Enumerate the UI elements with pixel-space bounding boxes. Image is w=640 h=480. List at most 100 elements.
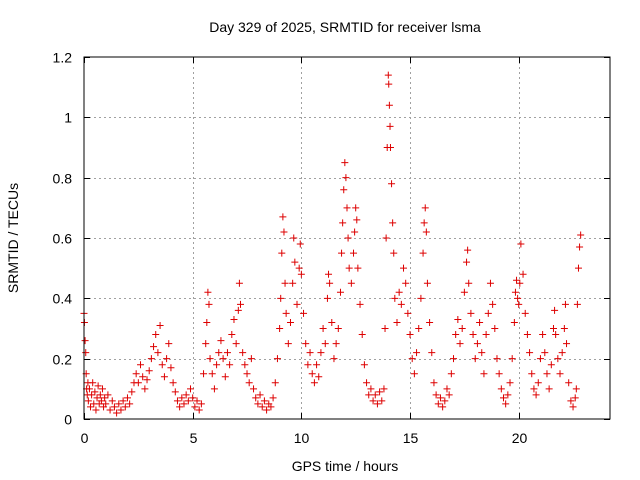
data-point [388,180,396,188]
data-point [516,279,524,287]
data-point [342,174,350,182]
data-point [326,279,334,287]
data-point [167,364,175,372]
data-point [254,400,262,408]
data-point [210,385,218,393]
data-point [321,340,329,348]
data-point [381,325,389,332]
data-point [415,325,423,332]
data-point [547,361,555,369]
data-point [419,249,427,257]
data-point [436,394,444,402]
x-tick-label: 0 [81,430,89,446]
data-point [536,355,544,363]
data-point [389,219,397,227]
data-point [413,349,421,357]
data-point [330,355,338,363]
data-point [241,361,249,369]
data-point [228,331,236,339]
data-point [319,325,327,332]
data-point [85,385,93,393]
data-point [378,397,386,405]
data-point [273,355,281,363]
data-point [353,216,361,224]
data-point [463,258,471,266]
data-point [385,80,393,88]
data-point [441,397,449,405]
data-point [493,355,501,363]
data-point [101,394,109,402]
data-point [291,258,299,266]
data-point [247,355,255,363]
data-point [514,294,522,302]
data-point [513,276,521,284]
data-point [532,391,540,399]
data-point [486,279,494,287]
data-point [81,337,89,345]
data-point [236,300,244,308]
data-point [354,264,362,272]
data-point [563,340,571,348]
data-point [91,388,99,396]
data-point [385,101,393,109]
y-tick-label: 0 [64,412,72,428]
data-point [523,331,531,339]
data-point [334,325,342,332]
data-point [351,228,359,236]
data-point [484,309,492,317]
data-point [139,373,147,381]
data-point [456,340,464,348]
data-point [452,331,460,339]
data-point [217,337,225,345]
data-point [352,204,360,212]
data-point [363,379,371,387]
data-point [205,300,213,308]
data-point [256,391,264,399]
data-point [163,355,171,363]
data-point [104,391,112,399]
data-point [208,370,216,378]
data-point [458,325,466,332]
data-point [89,379,97,387]
data-point [344,234,352,242]
data-point [223,349,231,357]
data-point [293,300,301,308]
data-point [541,349,549,357]
data-point [128,388,136,396]
data-point [561,300,569,308]
data-point [521,309,529,317]
data-point [290,234,298,242]
data-point [417,294,425,302]
data-point [178,394,186,402]
data-point [230,315,238,323]
data-point [343,204,351,212]
data-point [434,400,442,408]
data-point [543,370,551,378]
data-point [156,321,164,329]
data-point [325,270,333,278]
data-point [182,391,190,399]
data-point [469,331,477,339]
data-point [200,370,208,378]
data-point [460,288,468,296]
data-point [180,400,188,408]
y-tick-label: 0.4 [53,291,73,307]
data-point [141,385,149,393]
data-point [382,234,390,242]
data-point [347,279,355,287]
data-point [565,379,573,387]
y-tick-label: 0.2 [53,352,73,368]
data-point [258,403,266,411]
data-point [215,349,223,357]
data-point [82,349,90,357]
plot-border [83,56,611,420]
data-point [426,318,434,326]
data-point [189,394,197,402]
data-point [380,385,388,393]
data-point [197,400,205,408]
data-point [473,340,481,348]
data-point [465,279,473,287]
data-point [400,264,408,272]
data-point [332,340,340,348]
data-point [300,309,308,317]
